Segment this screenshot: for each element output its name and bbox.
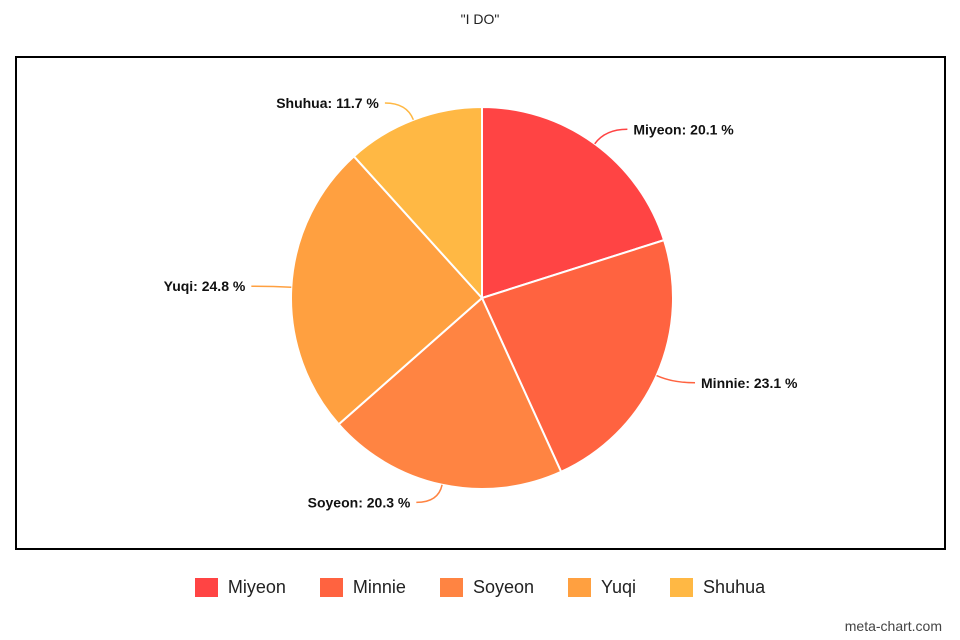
leader-line-miyeon (594, 128, 628, 145)
pie-slices (290, 105, 674, 490)
pie-slice-shuhua[interactable] (352, 105, 483, 301)
slice-label-shuhua: Shuhua: 11.7 % (276, 95, 379, 111)
legend-swatch-miyeon (194, 578, 218, 597)
pie-slice-minnie[interactable] (480, 238, 674, 474)
pie-slice-soyeon[interactable] (337, 296, 563, 490)
legend-swatch-shuhua (670, 578, 694, 597)
slice-label-soyeon: Soyeon: 20.3 % (308, 494, 411, 510)
legend-item-soyeon[interactable]: Soyeon (439, 577, 534, 598)
slice-labels: Miyeon: 20.1 % Minnie: 23.1 % Soyeon: 20.3… (164, 95, 798, 510)
slice-label-minnie: Minnie: 23.1 % (701, 375, 798, 391)
chart-title: "I DO" (460, 11, 500, 27)
legend-label-shuhua: Shuhua (703, 577, 766, 597)
legend-item-yuqi[interactable]: Yuqi (568, 577, 636, 598)
leader-line-shuhua (384, 102, 415, 121)
slice-label-miyeon: Miyeon: 20.1 % (633, 121, 734, 137)
legend-swatch-soyeon (439, 578, 463, 597)
pie-slice-miyeon[interactable] (481, 105, 666, 300)
legend-swatch-yuqi (568, 578, 591, 597)
plot-frame: Miyeon: 20.1 % Minnie: 23.1 % Soyeon: 20.3… (15, 56, 946, 550)
legend-label-miyeon: Miyeon (227, 577, 286, 597)
legend: Miyeon Minnie Soyeon Yuqi Shuhua (0, 577, 960, 598)
legend-swatch-minnie (319, 578, 343, 597)
leader-line-yuqi (251, 285, 292, 288)
leader-lines (251, 102, 696, 504)
slice-label-yuqi: Yuqi: 24.8 % (164, 278, 246, 294)
leader-line-soyeon (416, 484, 443, 504)
legend-label-yuqi: Yuqi (601, 577, 637, 597)
pie-chart: Miyeon: 20.1 % Minnie: 23.1 % Soyeon: 20.3… (164, 95, 798, 510)
leader-line-minnie (656, 374, 696, 384)
legend-label-soyeon: Soyeon (472, 577, 534, 597)
legend-label-minnie: Minnie (352, 577, 406, 597)
legend-item-miyeon[interactable]: Miyeon (194, 577, 286, 598)
legend-item-shuhua[interactable]: Shuhua (670, 577, 765, 598)
legend-item-minnie[interactable]: Minnie (319, 577, 406, 598)
credit-link[interactable]: meta-chart.com (844, 618, 942, 634)
